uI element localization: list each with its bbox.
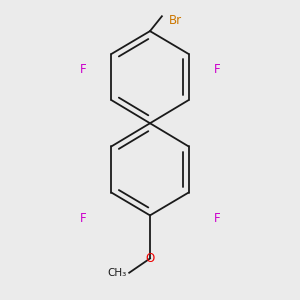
Text: F: F (214, 63, 220, 76)
Text: O: O (146, 252, 154, 265)
Text: F: F (80, 212, 86, 225)
Text: F: F (80, 63, 86, 76)
Text: F: F (214, 212, 220, 225)
Text: Br: Br (169, 14, 182, 27)
Text: CH₃: CH₃ (107, 268, 126, 278)
